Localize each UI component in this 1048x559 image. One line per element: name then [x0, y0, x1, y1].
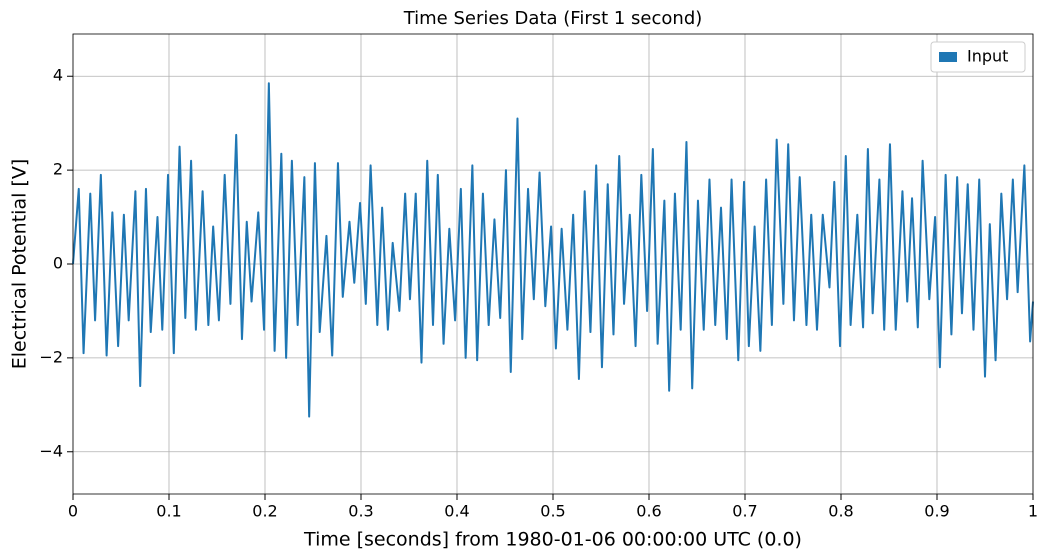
x-tick-label: 0.2	[252, 502, 277, 521]
y-tick-label: 4	[53, 66, 63, 85]
y-tick-label: −2	[39, 347, 63, 366]
line-series	[72, 82, 1034, 418]
y-tick-label: −4	[39, 441, 63, 460]
x-tick-label: 0.7	[732, 502, 757, 521]
y-axis-label: Electrical Potential [V]	[9, 159, 31, 369]
plot-frame	[72, 33, 1034, 495]
x-axis-label: Time [seconds] from 1980-01-06 00:00:00 …	[303, 529, 802, 551]
x-tick-label: 1	[1028, 502, 1038, 521]
x-tick-label: 0	[68, 502, 78, 521]
legend-swatch	[939, 52, 957, 62]
x-tick-label: 0.3	[348, 502, 373, 521]
x-tick-label: 0.9	[924, 502, 949, 521]
x-tick-label: 0.5	[540, 502, 565, 521]
y-tick-label: 0	[53, 254, 63, 273]
x-tick-label: 0.1	[156, 502, 181, 521]
x-tick-label: 0.4	[444, 502, 469, 521]
y-tick-label: 2	[53, 160, 63, 179]
legend-label: Input	[967, 47, 1008, 66]
legend-box	[930, 41, 1026, 73]
chart-title: Time Series Data (First 1 second)	[403, 8, 703, 29]
x-tick-label: 0.8	[828, 502, 853, 521]
x-tick-label: 0.6	[636, 502, 661, 521]
